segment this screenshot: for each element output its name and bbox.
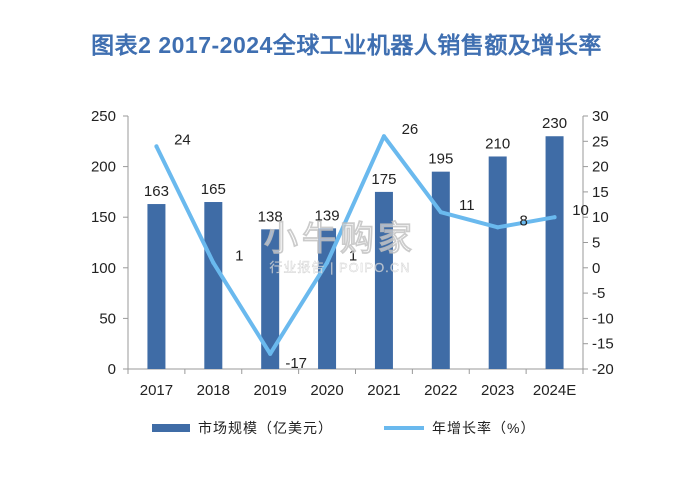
growth-point-2021 xyxy=(381,134,386,139)
data-labels: 163 165 138 139 175 195 210 230 24 1 -17 1 26 11 8 10 xyxy=(144,115,589,372)
legend: 市场规模（亿美元） 年增长率（%） xyxy=(152,420,535,436)
growth-point-2017 xyxy=(154,144,159,149)
bar-2017 xyxy=(147,204,166,369)
left-tick-label: 100 xyxy=(91,260,116,277)
growth-value-label: 26 xyxy=(402,121,419,138)
x-tick-label: 2023 xyxy=(481,382,514,399)
right-tick-label: 25 xyxy=(592,133,609,150)
x-tick-label: 2022 xyxy=(424,382,457,399)
bar-value-label: 165 xyxy=(201,181,226,198)
bar-value-label: 138 xyxy=(258,208,283,225)
growth-rate-line xyxy=(154,134,557,356)
growth-value-label: 10 xyxy=(572,202,589,219)
growth-point-2022 xyxy=(438,210,443,215)
growth-point-2024E xyxy=(552,215,557,220)
growth-point-2018 xyxy=(211,260,216,265)
bar-value-label: 175 xyxy=(371,171,396,188)
right-tick-label: -10 xyxy=(592,310,614,327)
x-tick-label: 2018 xyxy=(197,382,230,399)
bar-series xyxy=(147,136,564,369)
right-tick-label: 20 xyxy=(592,159,609,176)
x-tick-label: 2021 xyxy=(367,382,400,399)
bar-value-label: 210 xyxy=(485,135,510,152)
x-tick-label: 2019 xyxy=(254,382,287,399)
line-series xyxy=(154,134,557,356)
left-tick-label: 250 xyxy=(91,108,116,125)
right-tick-label: 30 xyxy=(592,108,609,125)
chart-title: 图表2 2017-2024全球工业机器人销售额及增长率 xyxy=(91,32,602,58)
left-tick-label: 150 xyxy=(91,209,116,226)
bar-value-label: 195 xyxy=(428,151,453,168)
axes: 050100150200250-20-15-10-505101520253020… xyxy=(91,108,614,399)
right-tick-label: 5 xyxy=(592,235,600,252)
right-tick-label: 10 xyxy=(592,209,609,226)
bar-2022 xyxy=(431,171,450,369)
growth-point-2019 xyxy=(268,351,273,356)
growth-value-label: 11 xyxy=(459,197,475,214)
left-tick-label: 50 xyxy=(99,310,116,327)
watermark-subtext: 行业报告 | POIPO.CN xyxy=(269,260,410,275)
left-tick-label: 200 xyxy=(91,159,116,176)
bar-value-label: 230 xyxy=(542,115,567,132)
growth-value-label: -17 xyxy=(285,355,307,372)
legend-label-bar: 市场规模（亿美元） xyxy=(198,420,333,436)
right-tick-label: -5 xyxy=(592,285,605,302)
bar-2020 xyxy=(318,228,337,369)
left-tick-label: 0 xyxy=(108,361,116,378)
x-tick-label: 2024E xyxy=(533,382,576,399)
growth-point-2020 xyxy=(325,260,330,265)
x-tick-label: 2017 xyxy=(140,382,173,399)
bar-2023 xyxy=(488,156,507,369)
bar-2018 xyxy=(204,202,223,369)
growth-point-2023 xyxy=(495,225,500,230)
watermark-text: 小牛购家 xyxy=(264,220,416,258)
bar-2024E xyxy=(545,136,564,369)
bar-2021 xyxy=(374,191,393,369)
x-tick-label: 2020 xyxy=(310,382,343,399)
bar-2019 xyxy=(261,229,280,369)
right-tick-label: 0 xyxy=(592,260,600,277)
legend-label-line: 年增长率（%） xyxy=(432,420,535,436)
legend-swatch-bar xyxy=(152,424,190,432)
growth-value-label: 24 xyxy=(174,131,191,148)
right-tick-label: -20 xyxy=(592,361,614,378)
growth-value-label: 1 xyxy=(235,248,243,265)
right-tick-label: 15 xyxy=(592,184,609,201)
growth-value-label: 8 xyxy=(520,212,528,229)
growth-value-label: 1 xyxy=(349,248,357,265)
bar-value-label: 163 xyxy=(144,183,169,200)
right-tick-label: -15 xyxy=(592,336,614,353)
bar-value-label: 139 xyxy=(315,207,340,224)
